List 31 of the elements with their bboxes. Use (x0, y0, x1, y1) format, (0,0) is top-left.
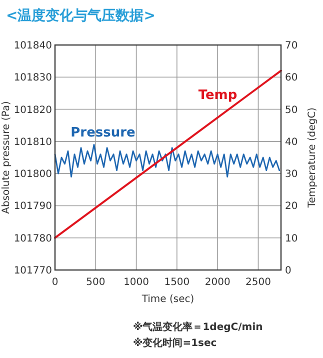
y2-axis-title: Temperature (degC) (307, 107, 318, 209)
y2-tick-label: 50 (285, 104, 298, 116)
x-tick-label: 2000 (204, 277, 230, 288)
x-tick-label: 1000 (124, 277, 150, 288)
y2-tick-label: 40 (285, 136, 298, 148)
y-tick-label: 101770 (14, 266, 52, 276)
y-axis-title: Absolute pressure (Pa) (1, 101, 12, 214)
y-tick-label: 101790 (14, 201, 52, 212)
x-tick-label: 1500 (164, 277, 190, 288)
chart-title: <温度变化与气压数据> (6, 7, 156, 24)
y-tick-label: 101780 (14, 233, 52, 244)
line-series (54, 144, 280, 178)
x-tick-label: 0 (52, 277, 58, 288)
text: ※变化时间=1sec (133, 337, 217, 349)
x-tick-label: 500 (86, 277, 106, 288)
y2-tick-label: 10 (285, 233, 298, 244)
y2-tick-label: 70 (285, 40, 298, 52)
y-tick-label: 101800 (14, 169, 52, 180)
y-tick-label: 101810 (14, 136, 52, 148)
x-axis-title: Time (sec) (140, 294, 194, 305)
y-tick-label: 101840 (14, 40, 52, 52)
y2-tick-label: 20 (285, 201, 298, 212)
y2-tick-label: 30 (285, 169, 298, 180)
y-tick-label: 101820 (14, 104, 52, 116)
y-tick-label: 101830 (14, 72, 52, 84)
series-label: Temp (198, 88, 238, 103)
y2-tick-label: 0 (285, 266, 292, 276)
text: ※气温变化率＝1degC/min (133, 321, 263, 333)
series-label: Pressure (70, 126, 136, 141)
x-tick-label: 2500 (246, 277, 271, 288)
y2-tick-label: 60 (285, 72, 298, 84)
